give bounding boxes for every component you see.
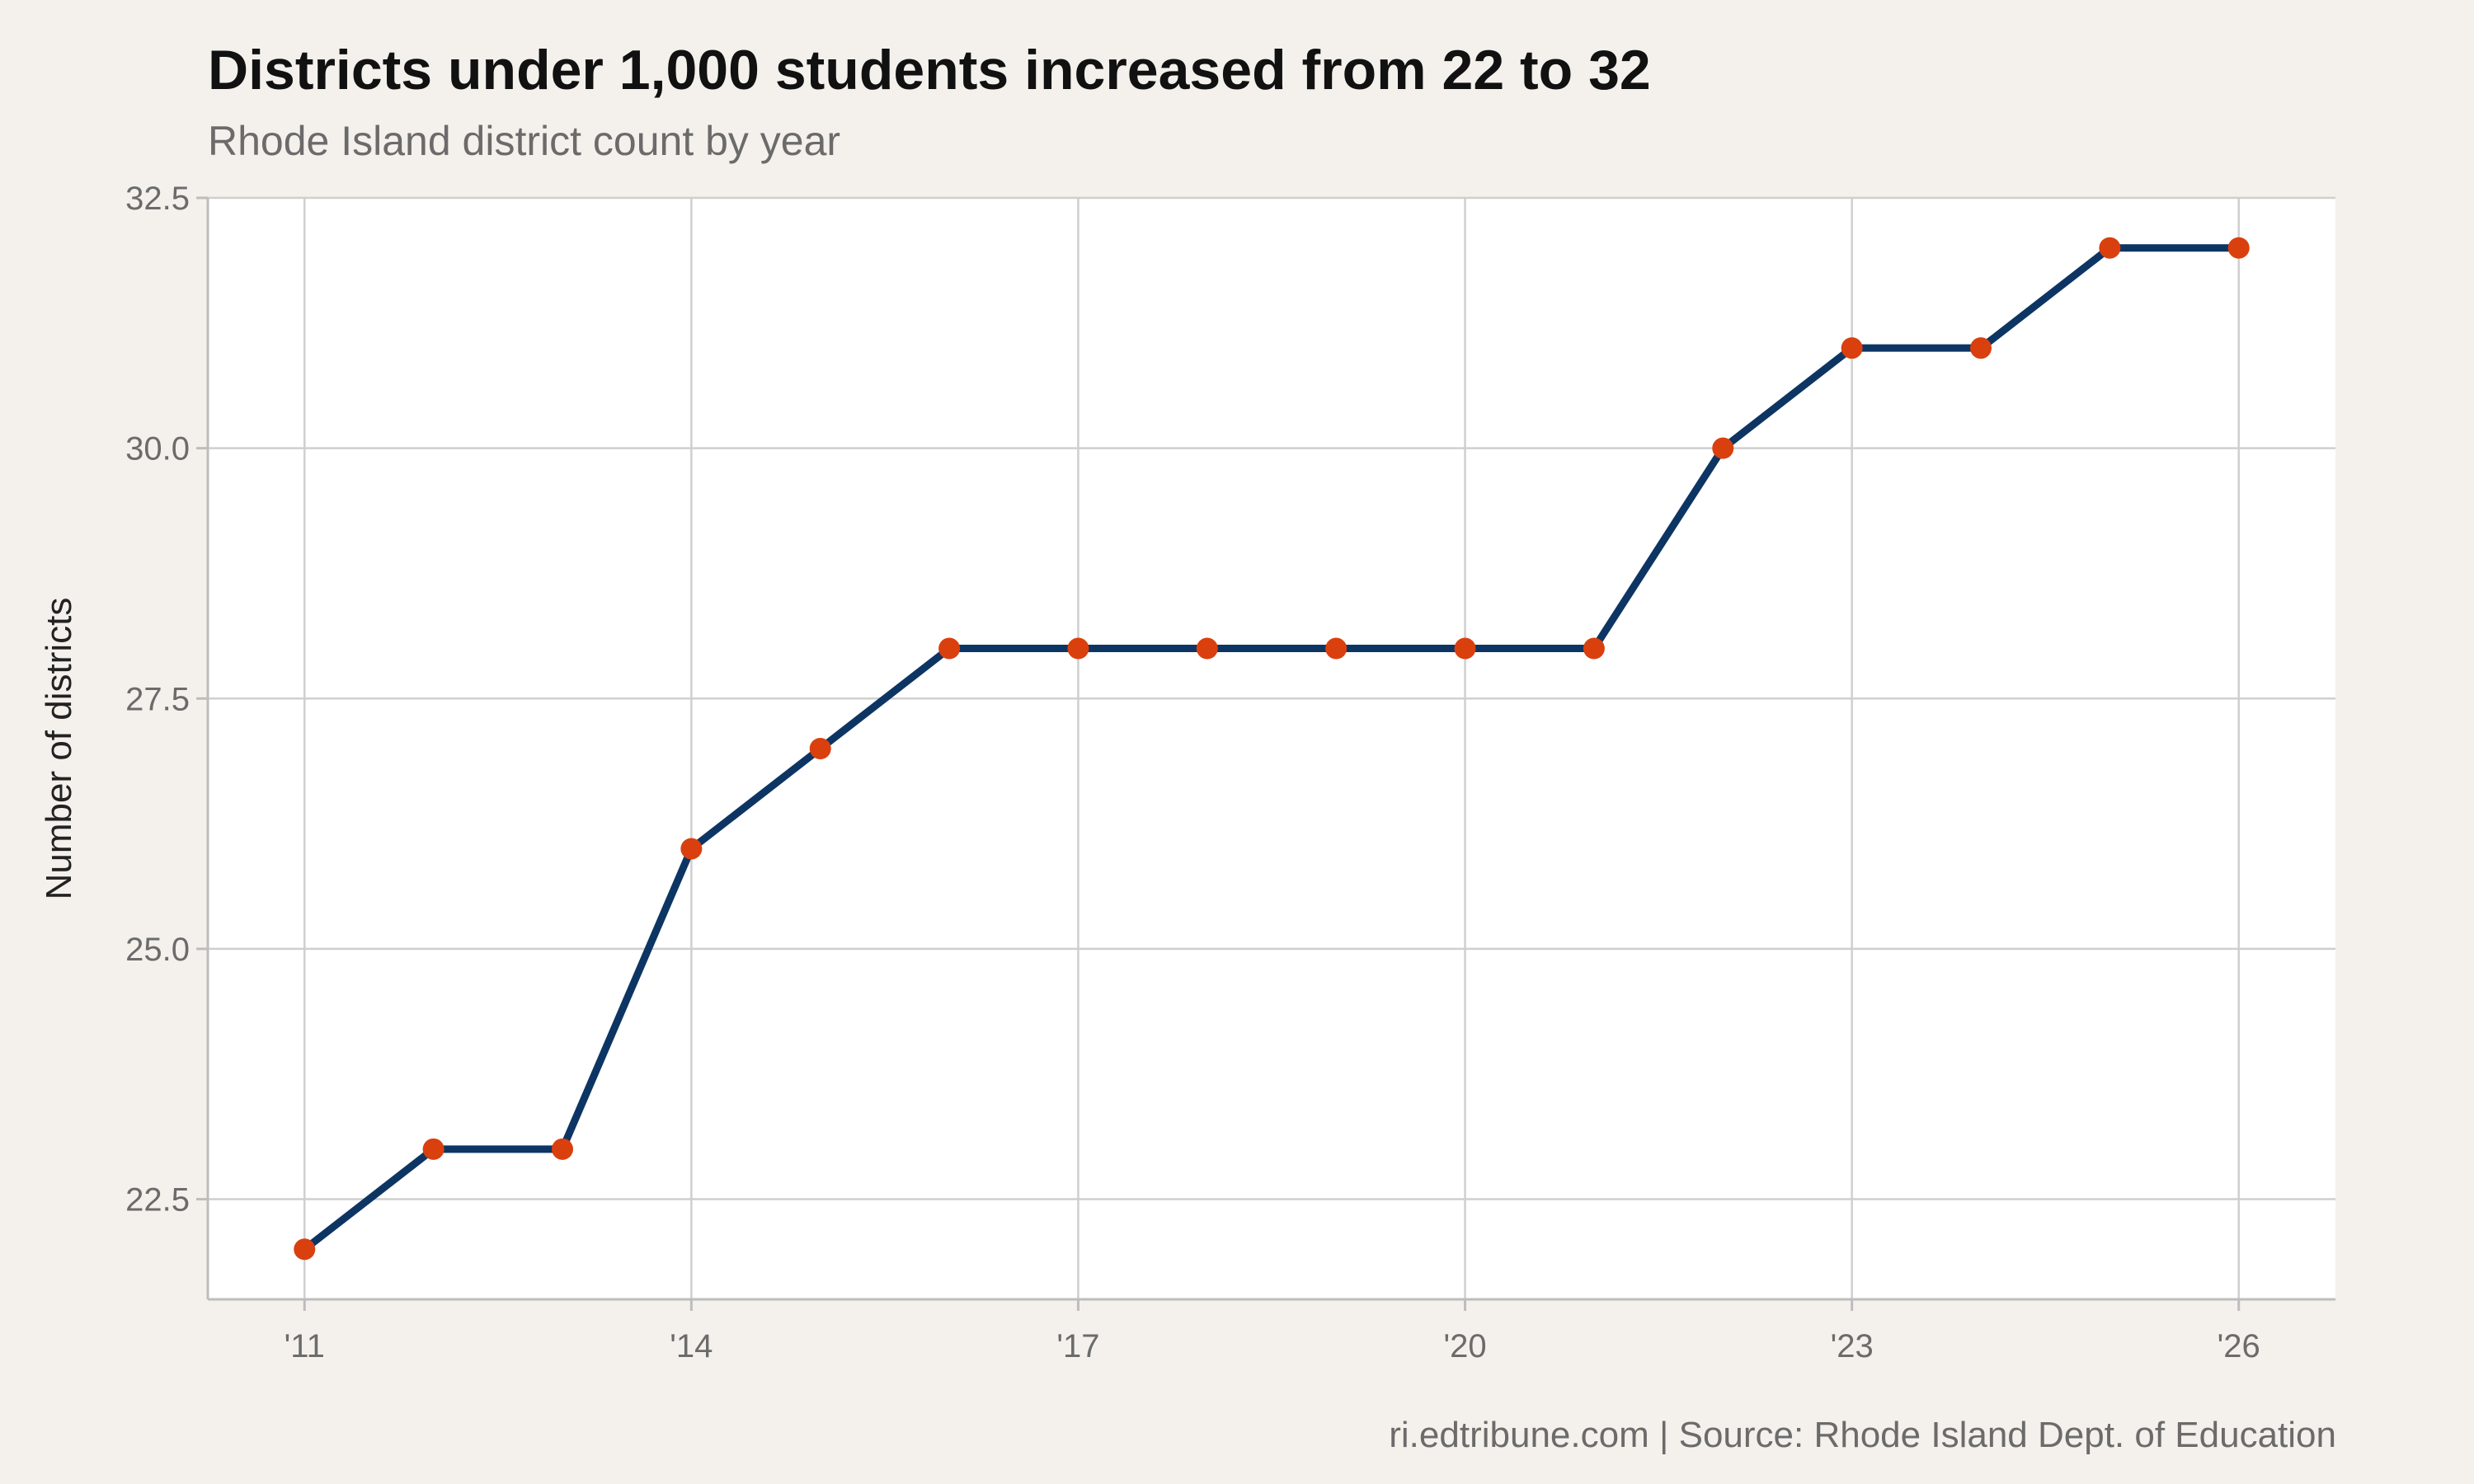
tick-label-layer: 22.5 25.0 27.5 30.0 32.5 '11 '14 '17 '20 '23 '26 — [125, 181, 2260, 1364]
data-point — [422, 1138, 444, 1160]
data-point — [1196, 637, 1218, 660]
y-tick-label: 22.5 — [125, 1182, 190, 1219]
y-tick-label: 27.5 — [125, 681, 190, 717]
x-tick-label: '26 — [2218, 1328, 2260, 1364]
grid-layer — [208, 196, 2335, 1299]
y-tick-label: 32.5 — [125, 181, 190, 217]
data-point — [552, 1138, 573, 1160]
x-tick-label: '17 — [1056, 1328, 1099, 1364]
y-tick-label: 30.0 — [125, 431, 190, 467]
x-tick-label: '23 — [1831, 1328, 1874, 1364]
x-tick-label: '11 — [285, 1328, 325, 1364]
y-tick-label: 25.0 — [125, 932, 190, 968]
data-point — [809, 738, 831, 759]
data-point — [1841, 337, 1863, 359]
data-point — [680, 838, 703, 860]
series-line — [300, 244, 2243, 1253]
data-point — [1583, 637, 1605, 660]
data-point — [1454, 637, 1476, 660]
source-caption: ri.edtribune.com | Source: Rhode Island … — [1389, 1415, 2336, 1455]
series-layer — [294, 237, 2250, 1261]
chart-subtitle: Rhode Island district count by year — [208, 118, 841, 164]
data-point — [1970, 337, 1992, 359]
data-point — [2227, 237, 2250, 259]
x-tick-label: '20 — [1443, 1328, 1486, 1364]
data-point — [1712, 437, 1734, 459]
x-tick-label: '14 — [670, 1328, 713, 1364]
axis-layer — [206, 198, 2335, 1301]
data-point — [938, 637, 961, 660]
data-point — [2099, 237, 2121, 259]
data-point — [1325, 637, 1348, 660]
chart-title: Districts under 1,000 students increased… — [208, 39, 1651, 101]
data-point — [1067, 637, 1089, 660]
y-axis-title: Number of districts — [39, 598, 79, 900]
plot-panel — [208, 198, 2335, 1299]
data-point — [294, 1238, 316, 1261]
